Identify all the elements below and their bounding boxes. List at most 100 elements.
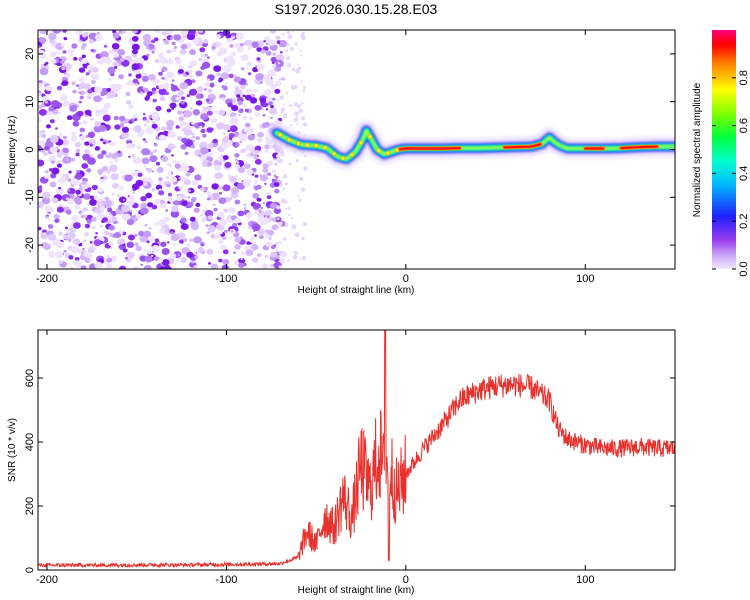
noise-speckle (183, 179, 191, 186)
noise-speckle (83, 214, 88, 218)
noise-speckle (155, 79, 161, 84)
noise-speckle (193, 265, 198, 269)
noise-speckle (145, 192, 153, 199)
noise-speckle (284, 173, 287, 176)
noise-speckle (96, 200, 104, 207)
noise-speckle (95, 110, 102, 117)
noise-speckle (90, 79, 96, 85)
noise-speckle (70, 135, 78, 142)
noise-speckle (265, 50, 272, 56)
noise-speckle (134, 118, 138, 121)
noise-speckle (249, 117, 253, 121)
noise-speckle (229, 197, 233, 200)
noise-speckle (58, 231, 63, 236)
noise-speckle (134, 69, 141, 75)
noise-speckle (152, 98, 157, 103)
noise-speckle (63, 37, 68, 41)
noise-speckle (107, 90, 116, 99)
noise-speckle (187, 187, 195, 194)
noise-speckle (295, 84, 297, 87)
noise-speckle (164, 217, 170, 222)
noise-speckle (109, 164, 118, 173)
noise-speckle (177, 254, 180, 257)
noise-speckle (220, 142, 229, 150)
noise-speckle (137, 172, 143, 177)
noise-speckle (48, 106, 55, 112)
noise-speckle (38, 226, 42, 231)
noise-speckle (104, 230, 110, 236)
noise-speckle (151, 170, 155, 173)
colorbar-tick-label: 0.4 (738, 166, 750, 181)
noise-speckle (84, 141, 90, 146)
noise-speckle (157, 219, 166, 227)
noise-speckle (48, 155, 57, 163)
noise-speckle (269, 202, 278, 210)
noise-speckle (278, 221, 283, 226)
noise-speckle (178, 116, 184, 122)
noise-speckle (251, 173, 255, 176)
noise-speckle (40, 232, 49, 240)
noise-speckle (276, 40, 281, 45)
noise-speckle (290, 85, 296, 90)
noise-speckle (166, 120, 175, 127)
noise-speckle (154, 143, 158, 147)
noise-speckle (163, 39, 170, 45)
noise-speckle (287, 34, 293, 40)
noise-speckle (265, 229, 270, 234)
noise-speckle (165, 91, 169, 96)
spectrogram-ridge (265, 119, 675, 171)
noise-speckle (270, 263, 275, 268)
noise-speckle (247, 47, 252, 51)
noise-speckle (136, 145, 141, 149)
noise-speckle (265, 241, 273, 248)
noise-speckle (268, 144, 274, 149)
noise-speckle (216, 72, 221, 77)
noise-speckle (63, 234, 70, 240)
noise-speckle (177, 68, 184, 74)
noise-speckle (234, 153, 240, 158)
noise-speckle (51, 208, 55, 212)
noise-speckle (112, 32, 120, 39)
noise-speckle (180, 30, 189, 37)
noise-speckle (49, 168, 53, 172)
noise-speckle (182, 195, 189, 201)
noise-speckle (228, 132, 235, 139)
noise-speckle (249, 152, 254, 157)
noise-speckle (145, 127, 154, 134)
noise-speckle (131, 63, 140, 70)
noise-speckle (259, 97, 266, 103)
noise-speckle (142, 113, 146, 116)
noise-speckle (296, 103, 302, 108)
noise-speckle (146, 120, 150, 123)
noise-speckle (210, 263, 219, 269)
noise-speckle (128, 195, 135, 201)
noise-speckle (179, 257, 187, 263)
noise-speckle (206, 231, 210, 235)
noise-speckle (141, 148, 150, 156)
noise-speckle (195, 202, 201, 207)
noise-speckle (70, 157, 76, 162)
noise-speckle (113, 158, 119, 163)
noise-speckle (172, 200, 178, 205)
noise-speckle (81, 54, 86, 59)
noise-speckle (284, 182, 288, 186)
noise-speckle (181, 66, 185, 69)
noise-speckle (234, 142, 240, 147)
noise-speckle (61, 66, 66, 71)
noise-speckle (107, 77, 112, 82)
noise-speckle (190, 220, 199, 227)
noise-speckle (67, 262, 71, 266)
noise-speckle (240, 67, 245, 71)
noise-speckle (38, 159, 45, 167)
noise-speckle (281, 159, 284, 162)
noise-speckle (242, 103, 247, 108)
noise-speckle (50, 135, 59, 143)
noise-speckle (168, 197, 175, 203)
noise-speckle (51, 197, 59, 204)
noise-speckle (62, 135, 67, 140)
noise-speckle (101, 150, 107, 155)
noise-speckle (253, 179, 258, 184)
noise-speckle (246, 127, 254, 134)
noise-speckle (89, 199, 98, 206)
noise-speckle (87, 247, 95, 254)
